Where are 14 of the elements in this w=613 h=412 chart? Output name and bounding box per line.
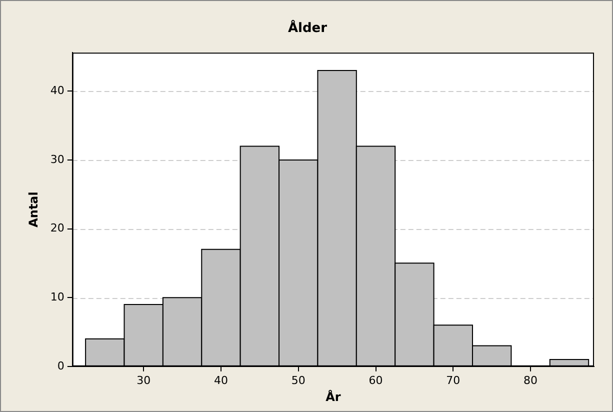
x-tick-label: 60 [368, 374, 383, 387]
y-tick-label: 40 [50, 84, 64, 97]
x-tick-label: 50 [291, 374, 306, 387]
y-tick-label: 30 [50, 152, 64, 166]
y-tick-label: 10 [50, 290, 64, 304]
x-tick-label: 30 [136, 374, 151, 387]
y-tick-label: 20 [50, 222, 64, 235]
y-tick-label: 0 [57, 359, 64, 372]
y-axis-title: Antal [26, 192, 40, 228]
chart-title: Ålder [288, 19, 328, 36]
x-tick-label: 80 [524, 374, 538, 387]
x-tick-label: 40 [214, 374, 228, 387]
x-tick-label: 70 [446, 374, 460, 387]
x-axis-title: År [326, 388, 341, 404]
